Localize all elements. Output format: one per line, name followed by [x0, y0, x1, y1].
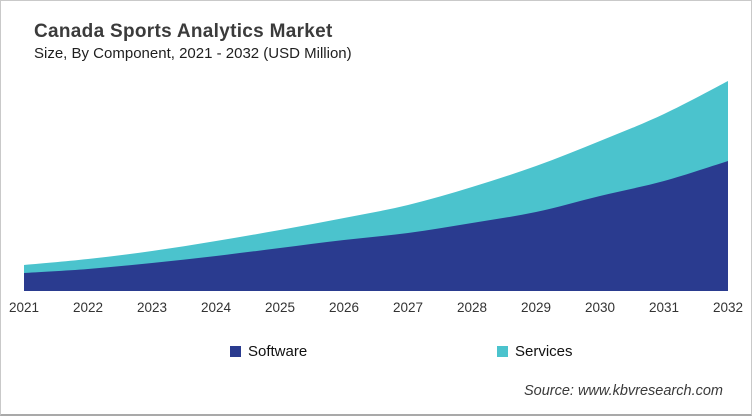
- x-axis-label: 2026: [328, 300, 360, 315]
- area-chart-svg: [24, 81, 728, 291]
- x-axis-label: 2027: [392, 300, 424, 315]
- x-axis-label: 2029: [520, 300, 552, 315]
- legend-item-software: Software: [230, 343, 307, 360]
- x-axis-label: 2031: [648, 300, 680, 315]
- legend: Software Services: [1, 343, 751, 361]
- x-axis-label: 2024: [200, 300, 232, 315]
- x-axis-label: 2030: [584, 300, 616, 315]
- x-axis-label: 2022: [72, 300, 104, 315]
- software-area: [24, 161, 728, 291]
- legend-label-services: Services: [515, 343, 573, 360]
- legend-item-services: Services: [497, 343, 573, 360]
- legend-swatch-services-icon: [497, 346, 508, 357]
- chart-subtitle: Size, By Component, 2021 - 2032 (USD Mil…: [34, 45, 352, 62]
- x-axis-label: 2023: [136, 300, 168, 315]
- x-axis-label: 2032: [712, 300, 744, 315]
- legend-label-software: Software: [248, 343, 308, 360]
- legend-swatch-software-icon: [230, 346, 241, 357]
- x-axis-label: 2021: [8, 300, 40, 315]
- x-axis-label: 2028: [456, 300, 488, 315]
- chart-title: Canada Sports Analytics Market: [34, 21, 333, 42]
- source-credit: Source: www.kbvresearch.com: [523, 383, 723, 399]
- x-axis: 2021 2022 2023 2024 2025 2026 2027 2028 2029 2030…: [9, 300, 743, 318]
- x-axis-label: 2025: [264, 300, 296, 315]
